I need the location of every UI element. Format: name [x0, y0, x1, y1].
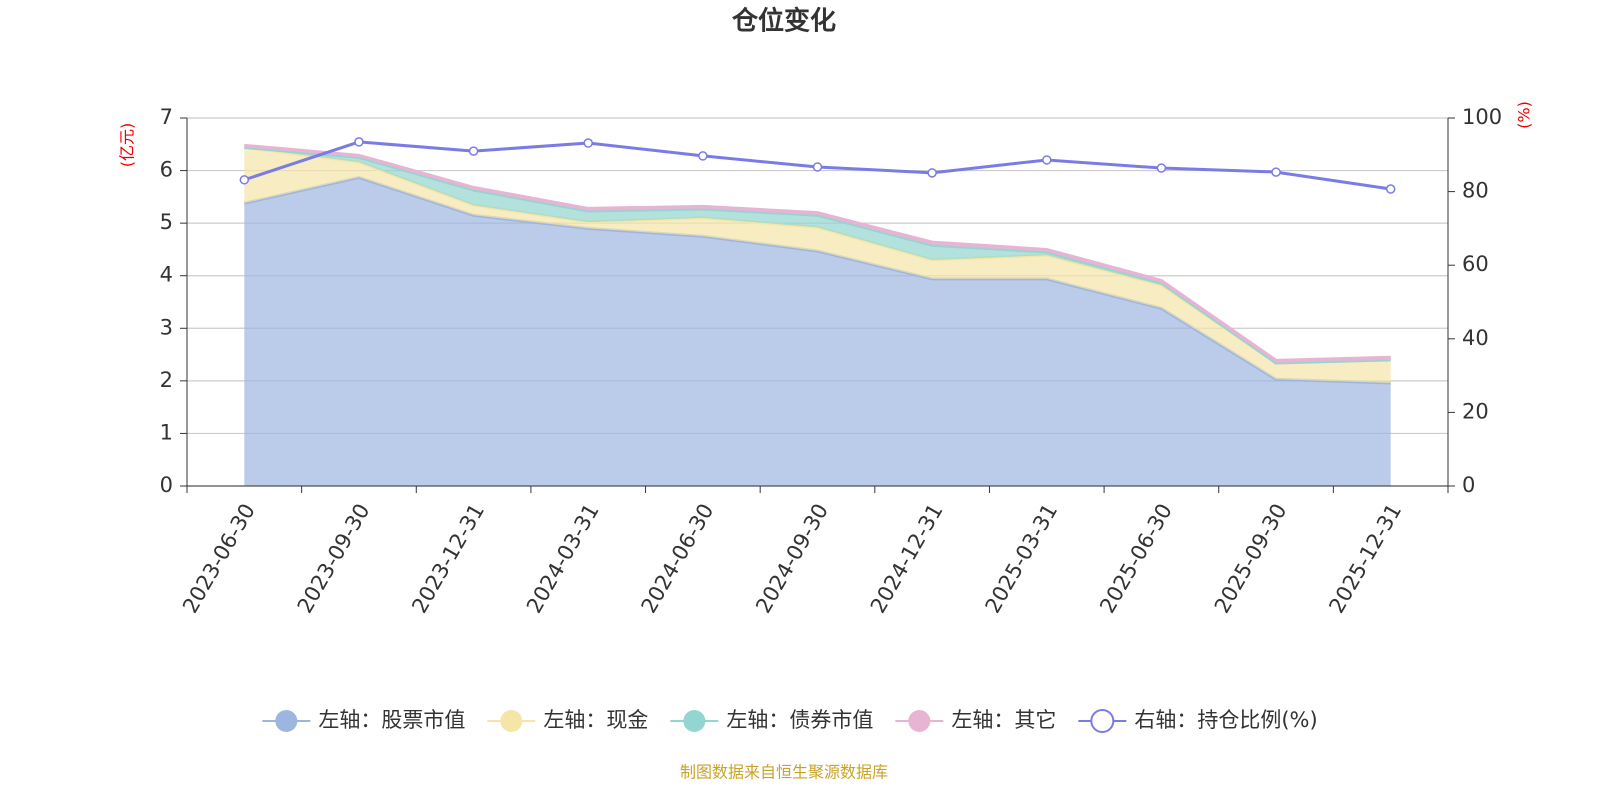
point [927, 168, 937, 178]
y2-tick-label: 100 [1462, 105, 1502, 129]
areas [243, 143, 1391, 487]
point [583, 138, 593, 148]
y-tick-label: 7 [160, 105, 173, 129]
y-tick-label: 4 [160, 263, 173, 287]
area [244, 177, 1391, 487]
legend-label: 左轴：股票市值 [318, 708, 465, 732]
y2-tick-label: 0 [1462, 473, 1475, 497]
point [1271, 167, 1281, 177]
y-tick-label: 3 [160, 315, 173, 339]
legend-symbol [683, 710, 706, 732]
legend-label: 右轴：持仓比例(%) [1134, 708, 1317, 732]
chart-title: 仓位变化 [731, 6, 836, 37]
area-line [244, 143, 1391, 362]
y-tick-label: 0 [160, 473, 173, 497]
point [698, 151, 708, 161]
point [239, 175, 250, 185]
y-tick-label: 6 [160, 158, 173, 182]
point [812, 162, 823, 172]
legend-item: 左轴：其它 [895, 708, 1056, 732]
area [244, 145, 1391, 363]
legend-symbol [500, 710, 523, 732]
x-tick-label: 2023-09-30 [293, 500, 375, 618]
area [244, 147, 1391, 383]
y2-tick-label: 40 [1462, 326, 1489, 350]
x-tick-label: 2025-06-30 [1095, 500, 1177, 618]
point [354, 137, 364, 147]
y2-tick-label: 20 [1462, 399, 1489, 423]
y2-axis-label: (%) [1515, 101, 1534, 129]
x-tick-label: 2024-12-31 [866, 500, 948, 618]
point [1156, 163, 1167, 173]
legend-label: 左轴：其它 [951, 708, 1056, 732]
y-tick-label: 1 [160, 420, 173, 444]
point [1042, 155, 1052, 165]
legend-item: 左轴：现金 [487, 708, 648, 732]
y2-tick-label: 80 [1462, 179, 1489, 203]
legend: 左轴：股票市值 左轴：现金 左轴：债券市值 左轴：其它 右轴：持仓比例(%) [262, 708, 1318, 733]
legend-symbol [908, 710, 931, 732]
legend-item: 左轴：股票市值 [262, 708, 465, 732]
legend-symbol [275, 710, 298, 732]
x-tick-label: 2024-03-31 [522, 500, 604, 618]
point [468, 146, 479, 156]
y2-tick-label: 60 [1462, 252, 1489, 276]
x-tick-label: 2025-12-31 [1324, 500, 1406, 618]
x-tick-label: 2023-06-30 [178, 500, 260, 618]
legend-symbol [1090, 709, 1115, 733]
source-note: 制图数据来自恒生聚源数据库 [680, 763, 888, 782]
y-tick-label: 2 [160, 368, 173, 392]
x-tick-label: 2025-09-30 [1210, 500, 1292, 618]
x-tick-label: 2024-09-30 [751, 500, 833, 618]
legend-item: 右轴：持仓比例(%) [1078, 708, 1318, 733]
legend-label: 左轴：债券市值 [726, 708, 873, 732]
x-tick-label: 2025-03-31 [980, 500, 1062, 618]
x-tick-label: 2024-06-30 [637, 500, 719, 618]
y-axis-label: (亿元) [118, 123, 137, 168]
legend-label: 左轴：现金 [543, 708, 648, 732]
x-tick-label: 2023-12-31 [407, 500, 489, 618]
point [1385, 184, 1396, 194]
legend-item: 左轴：债券市值 [670, 708, 873, 732]
y-tick-label: 5 [160, 210, 173, 234]
